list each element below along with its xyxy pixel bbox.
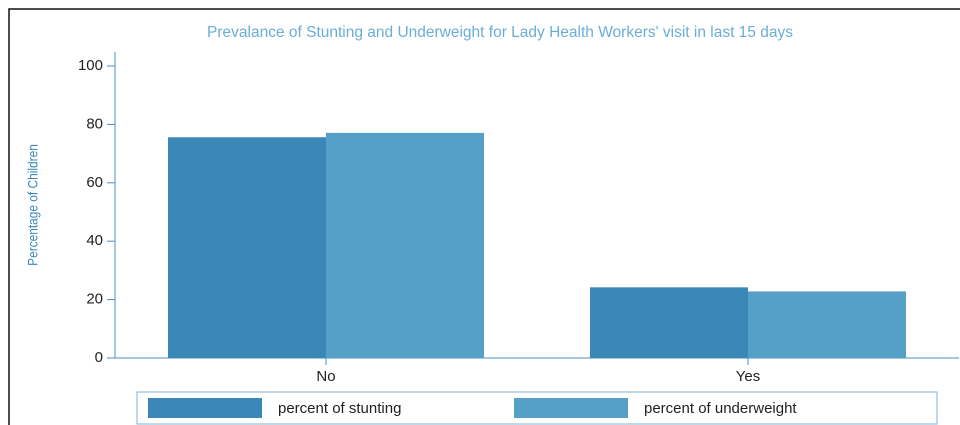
y-tick-label: 60 <box>86 174 103 191</box>
y-tick-label: 40 <box>86 232 103 249</box>
y-tick-label: 20 <box>86 291 103 308</box>
legend-swatch <box>514 398 628 418</box>
chart-title: Prevalance of Stunting and Underweight f… <box>207 24 793 41</box>
x-tick-label: No <box>316 368 335 385</box>
frame <box>8 8 960 425</box>
legend-swatch <box>148 398 262 418</box>
bar <box>168 137 326 358</box>
bar <box>326 132 484 358</box>
y-tick-label: 80 <box>86 115 103 132</box>
bar <box>590 287 748 358</box>
bar <box>748 291 906 358</box>
y-tick-label: 0 <box>95 349 103 366</box>
y-axis-label: Percentage of Children <box>25 144 41 266</box>
legend-label: percent of stunting <box>278 400 401 417</box>
y-tick-label: 100 <box>78 57 103 74</box>
legend-label: percent of underweight <box>644 400 797 417</box>
x-tick-label: Yes <box>736 368 760 385</box>
